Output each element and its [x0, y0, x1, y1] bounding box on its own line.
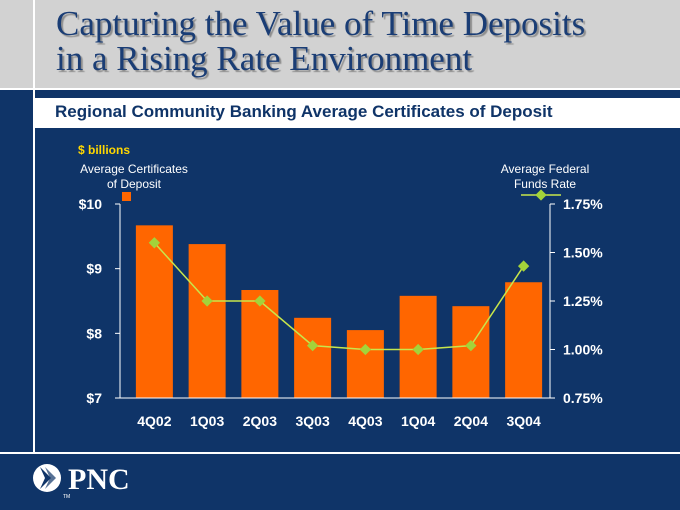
right-tick-label: 0.75%: [563, 390, 603, 406]
right-tick-label: 1.00%: [563, 342, 603, 358]
x-tick-label-3q03: 3Q03: [296, 413, 330, 429]
rate-point-1q04: [412, 343, 424, 356]
right-axis-label-line-1: Average Federal: [501, 162, 590, 176]
title-band: Capturing the Value of Time Deposits in …: [0, 0, 680, 88]
divider-vertical: [33, 0, 35, 452]
chart-subtitle: Regional Community Banking Average Certi…: [55, 102, 553, 121]
divider-bottom: [0, 452, 680, 454]
left-tick-label: $8: [86, 325, 102, 341]
bar-4q02: [135, 225, 173, 398]
rate-point-2q03: [254, 295, 266, 307]
slide-title-line-1: Capturing the Value of Time Deposits: [56, 4, 586, 43]
left-tick-label: $10: [79, 196, 103, 212]
left-axis-label-line-1: Average Certificates: [80, 162, 188, 176]
right-tick-label: 1.50%: [563, 245, 603, 261]
bar-3q03: [294, 317, 332, 398]
rate-point-3q04: [517, 260, 530, 272]
x-tick-label-1q03: 1Q03: [190, 413, 224, 429]
bar-2q03: [241, 290, 279, 398]
pnc-logo-chevron: [40, 467, 51, 489]
chart: $ billions Average Certificates of Depos…: [78, 143, 603, 429]
pnc-logo-text: PNC: [68, 463, 130, 496]
left-tick-label: $7: [86, 390, 102, 406]
pnc-logo-tm: TM: [63, 494, 70, 500]
x-tick-label-4q03: 4Q03: [348, 413, 382, 429]
legend-bar-swatch: [122, 192, 131, 201]
pnc-logo: PNC TM: [33, 463, 130, 500]
subtitle-band: Regional Community Banking Average Certi…: [35, 98, 680, 128]
rate-point-3q03: [306, 339, 319, 352]
pnc-logo-chevron-2: [45, 467, 56, 489]
bar-1q03: [188, 244, 226, 398]
rate-point-2q04: [465, 339, 477, 352]
rate-point-4q03: [359, 343, 372, 356]
x-tick-label-2q03: 2Q03: [243, 413, 277, 429]
x-tick-label-1q04: 1Q04: [401, 413, 435, 429]
right-axis-label-line-2: Funds Rate: [514, 177, 576, 191]
slide-title-line-2: in a Rising Rate Environment: [56, 39, 473, 78]
x-tick-label-3q04: 3Q04: [507, 413, 541, 429]
rate-point-1q03: [201, 295, 213, 307]
left-tick-label: $9: [86, 261, 102, 277]
left-axis-label-line-2: of Deposit: [107, 177, 162, 191]
right-tick-label: 1.75%: [563, 196, 603, 212]
x-tick-label-4q02: 4Q02: [137, 413, 171, 429]
bar-2q04: [452, 306, 490, 398]
bar-4q03: [346, 330, 384, 398]
divider-top: [0, 88, 680, 90]
right-tick-label: 1.25%: [563, 293, 603, 309]
legend-line-marker: [535, 189, 547, 201]
x-tick-label-2q04: 2Q04: [454, 413, 488, 429]
rate-point-4q02: [148, 237, 161, 249]
units-label: $ billions: [78, 143, 130, 157]
bar-3q04: [505, 282, 543, 398]
fed-funds-rate-line: [153, 242, 525, 351]
